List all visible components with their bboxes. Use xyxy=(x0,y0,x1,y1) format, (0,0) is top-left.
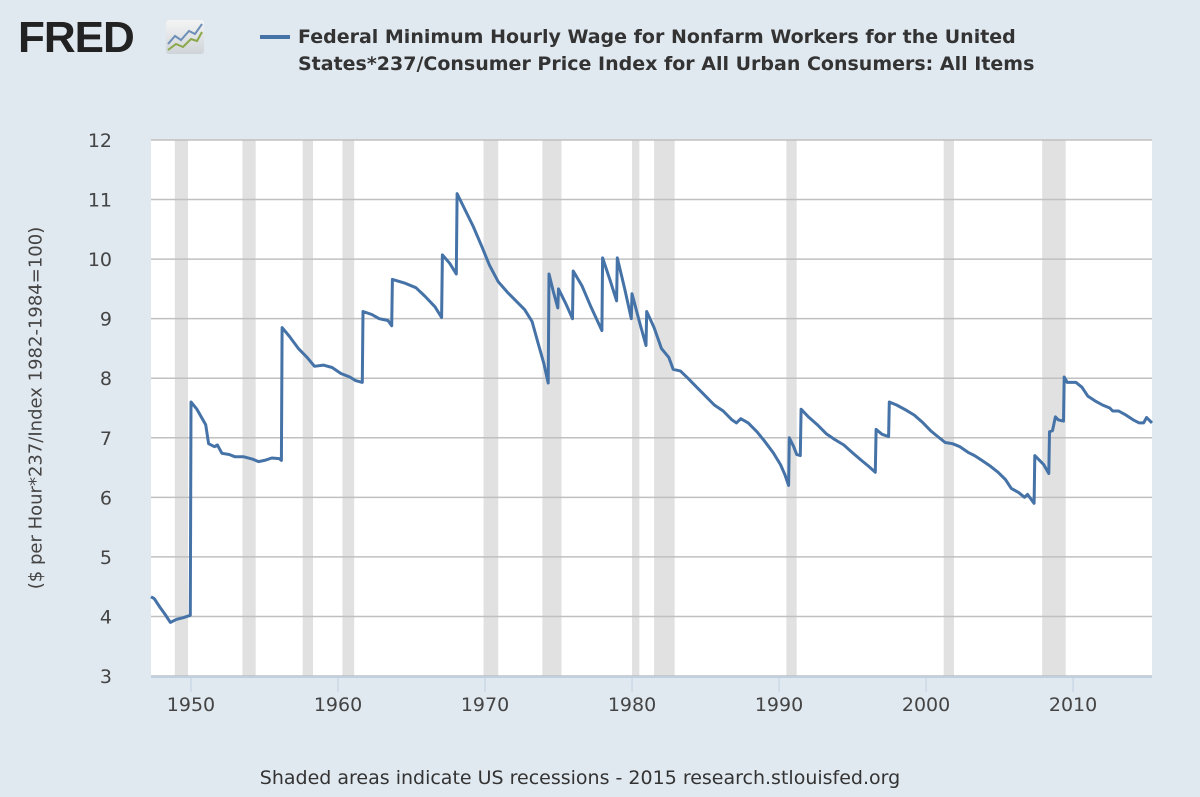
y-tick-label: 10 xyxy=(88,249,112,271)
y-tick-label: 12 xyxy=(88,130,112,152)
recession-band xyxy=(483,140,499,676)
x-tick-label: 1970 xyxy=(461,694,509,716)
recession-band xyxy=(654,140,675,676)
recession-band xyxy=(632,140,640,676)
fred-chart-icon xyxy=(166,20,204,54)
x-tick-label: 1950 xyxy=(167,694,215,716)
footer-note: Shaded areas indicate US recessions - 20… xyxy=(259,767,901,789)
y-tick-label: 9 xyxy=(100,309,112,331)
recession-band xyxy=(786,140,797,676)
x-tick-label: 1980 xyxy=(608,694,656,716)
recession-band xyxy=(542,140,562,676)
y-tick-label: 7 xyxy=(100,428,112,450)
x-tick-label: 1960 xyxy=(314,694,362,716)
recession-band xyxy=(1042,140,1066,676)
recession-band xyxy=(174,140,189,676)
chart-title: Federal Minimum Hourly Wage for Nonfarm … xyxy=(298,26,1035,75)
plot-area xyxy=(151,140,1152,676)
recession-band xyxy=(943,140,954,676)
y-tick-label: 8 xyxy=(100,368,112,390)
legend-swatch xyxy=(260,35,290,39)
recession-band xyxy=(302,140,314,676)
series-line xyxy=(150,192,1154,624)
y-tick-label: 6 xyxy=(100,487,112,509)
recession-band xyxy=(342,140,355,676)
y-tick-label: 11 xyxy=(88,190,112,212)
y-tick-label: 4 xyxy=(100,606,112,628)
fred-logo: FRED xyxy=(18,13,135,62)
x-tick-label: 1990 xyxy=(755,694,803,716)
y-tick-label: 3 xyxy=(100,666,112,688)
x-tick-label: 2010 xyxy=(1049,694,1097,716)
recession-band xyxy=(242,140,256,676)
y-tick-label: 5 xyxy=(100,547,112,569)
x-tick-label: 2000 xyxy=(902,694,950,716)
